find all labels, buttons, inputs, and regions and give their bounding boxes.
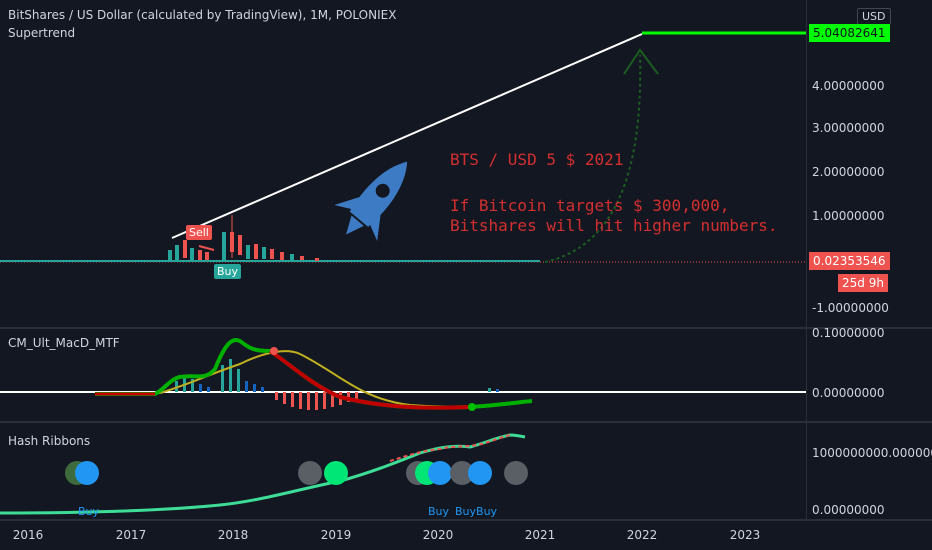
- indicator-label-supertrend[interactable]: Supertrend: [8, 26, 76, 40]
- pane-separator-1[interactable]: [0, 327, 932, 329]
- projection-arrowhead: [623, 48, 659, 75]
- hash-ribbons-svg: [0, 433, 528, 515]
- pane-separator-2[interactable]: [0, 421, 932, 423]
- bar-countdown-tag: 25d 9h: [838, 274, 888, 292]
- trend-projection-line: [171, 33, 643, 239]
- main-chart-svg: [0, 31, 806, 263]
- hash-ribbons-title[interactable]: Hash Ribbons: [8, 434, 91, 448]
- target-price-tag: 5.04082641: [809, 24, 890, 42]
- time-tick-2021: 2021: [524, 528, 556, 542]
- hash-ribbon-slow: [389, 434, 511, 462]
- hash-buy-label-2: Buy: [428, 505, 450, 518]
- pane-separator-3: [0, 519, 932, 521]
- time-tick-2016: 2016: [12, 528, 44, 542]
- time-tick-2023: 2023: [729, 528, 761, 542]
- time-tick-2022: 2022: [626, 528, 658, 542]
- price-scale-macd[interactable]: [806, 329, 932, 421]
- last-price-tag: 0.02353546: [809, 252, 890, 270]
- macd-tick-top: 0.10000000: [812, 326, 885, 340]
- price-tick-2: 2.00000000: [812, 165, 885, 179]
- hash-tick-top: 1000000000.00000000: [812, 446, 932, 460]
- hash-ribbon-fast: [0, 433, 526, 515]
- macd-tick-zero: 0.00000000: [812, 386, 885, 400]
- annotation-line-2: If Bitcoin targets $ 300,000,: [450, 196, 730, 215]
- annotation-title: BTS / USD 5 $ 2021: [450, 150, 624, 169]
- sell-signal-badge: Sell: [186, 225, 212, 240]
- time-tick-2018: 2018: [217, 528, 249, 542]
- macd-title[interactable]: CM_Ult_MacD_MTF: [8, 336, 120, 350]
- price-tick-3: 3.00000000: [812, 121, 885, 135]
- symbol-title[interactable]: BitShares / US Dollar (calculated by Tra…: [8, 8, 397, 22]
- hash-buy-label-1: Buy: [78, 505, 100, 518]
- price-tick-1: 1.00000000: [812, 209, 885, 223]
- candles: [168, 215, 319, 261]
- buy-signal-badge: Buy: [214, 264, 242, 279]
- annotation-line-3: Bitshares will hit higher numbers.: [450, 216, 778, 235]
- price-tick-neg1: -1.00000000: [812, 301, 889, 315]
- price-scale-main[interactable]: [806, 0, 932, 327]
- time-tick-2019: 2019: [320, 528, 352, 542]
- time-tick-2020: 2020: [422, 528, 454, 542]
- rocket-icon: [334, 161, 408, 241]
- hash-tick-zero: 0.00000000: [812, 503, 885, 517]
- projection-arrow: [544, 54, 642, 263]
- price-tick-4: 4.00000000: [812, 79, 885, 93]
- currency-button[interactable]: USD: [857, 8, 891, 25]
- hash-buy-label-3: BuyBuy: [455, 505, 498, 518]
- price-scale-hash[interactable]: [806, 423, 932, 519]
- time-tick-2017: 2017: [115, 528, 147, 542]
- macd-chart-svg: [0, 338, 806, 411]
